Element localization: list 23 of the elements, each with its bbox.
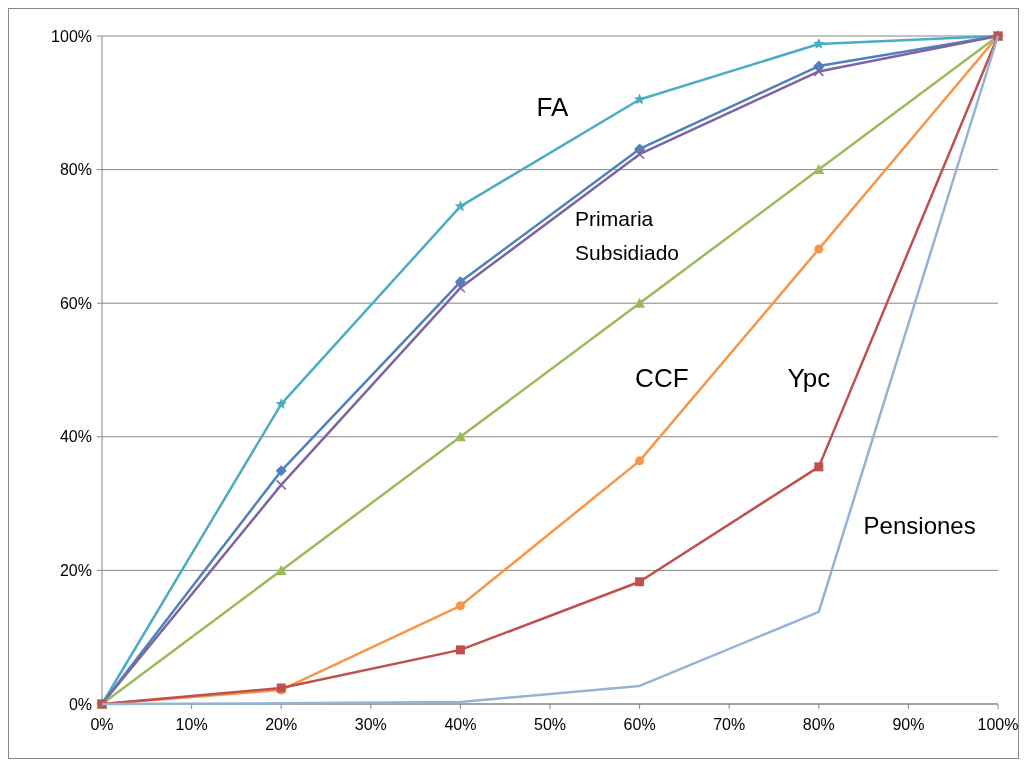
x-tick-label: 70%	[713, 716, 746, 733]
series-label: CCF	[635, 362, 689, 393]
x-tick-label: 0%	[90, 716, 114, 733]
x-tick-label: 10%	[175, 716, 208, 733]
series-label: Pensiones	[863, 511, 976, 539]
x-tick-label: 80%	[802, 716, 835, 733]
series-label: FA	[536, 92, 570, 123]
y-tick-label: 40%	[59, 428, 92, 446]
x-tick-label: 20%	[265, 716, 298, 733]
x-tick-label: 50%	[533, 716, 567, 733]
x-tick-label: 40%	[444, 716, 477, 733]
y-tick-label: 20%	[59, 562, 92, 579]
x-tick-label: 100%	[977, 716, 1019, 733]
y-tick-label: 100%	[51, 27, 92, 45]
series-label: Subsidiado	[575, 240, 680, 264]
y-tick-label: 0%	[68, 695, 92, 713]
x-tick-label: 60%	[623, 716, 656, 733]
series-label: Primaria	[575, 207, 654, 231]
x-tick-label: 90%	[892, 716, 925, 733]
y-tick-label: 80%	[59, 161, 92, 179]
x-tick-label: 30%	[354, 716, 387, 733]
y-tick-label: 60%	[59, 294, 92, 312]
series-label: Ypc	[787, 362, 831, 393]
